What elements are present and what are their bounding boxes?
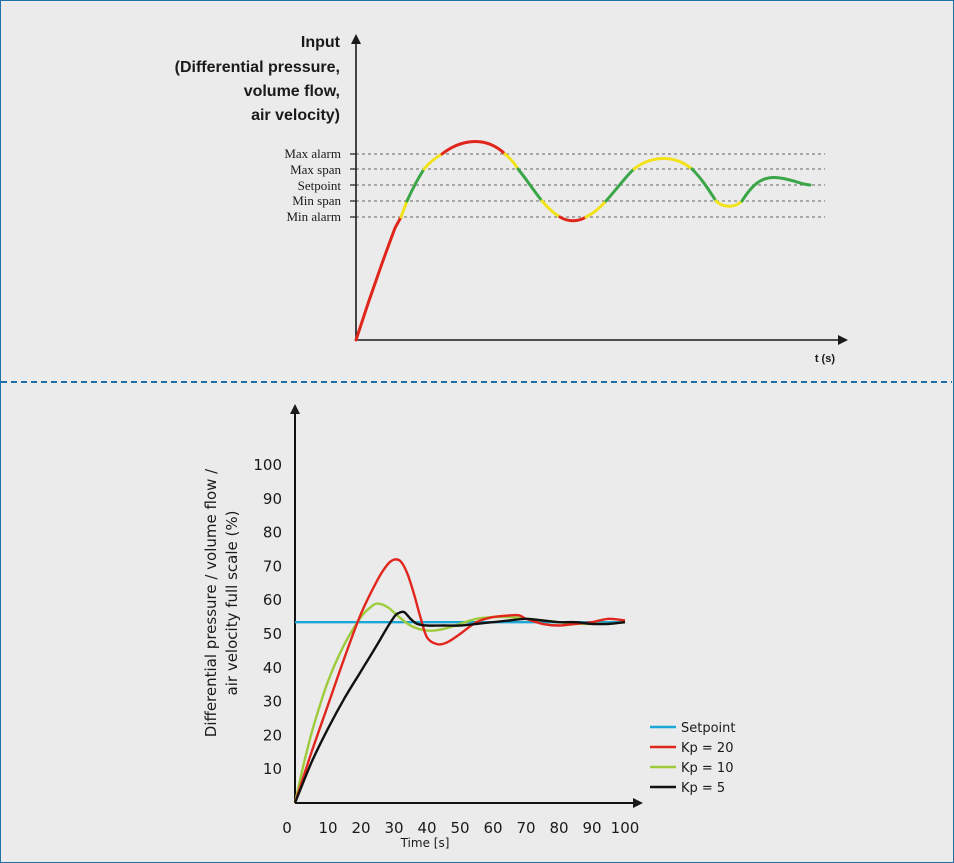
y-tick-label: 50 [263,625,282,643]
top-chart: Input (Differential pressure, volume flo… [175,34,848,365]
curve-seg-ok-fall-2 [690,167,718,203]
curve-seg-ok-fall [516,167,544,203]
curve-seg-ok-rise [405,167,426,203]
top-ylabel-line-4: air velocity) [251,107,340,124]
series-line-kp-20 [293,558,626,804]
x-tick-label: 80 [549,819,568,837]
y-axis-label-line-1: Differential pressure / volume flow / [202,468,220,737]
legend: Setpoint Kp = 20 Kp = 10 Kp = 5 [650,721,736,796]
x-tick-label: 90 [582,819,601,837]
level-label-min-alarm: Min alarm [286,209,341,224]
x-tick-label: 40 [417,819,436,837]
x-tick-labels: 0 10 20 30 40 50 60 70 80 90 100 [282,819,639,837]
legend-label: Kp = 10 [681,761,733,776]
top-ylabel-line-3: volume flow, [244,83,340,100]
x-tick-label: 30 [384,819,403,837]
bottom-chart: Differential pressure / volume flow / ai… [202,404,736,850]
x-tick-label: 70 [516,819,535,837]
level-label-setpoint: Setpoint [298,178,342,193]
y-tick-label: 60 [263,591,282,609]
y-tick-label: 10 [263,760,282,778]
x-tick-label: 0 [282,819,292,837]
series-line-kp-5 [293,610,626,804]
x-tick-label: 100 [611,819,640,837]
curve-seg-alarm-trough [558,215,588,223]
y-tick-labels: 10 20 30 40 50 60 70 80 90 100 [253,456,282,778]
level-label-max-alarm: Max alarm [284,146,341,161]
top-ylabel-line-1: Input [301,34,341,51]
curve-seg-alarm-rise [354,215,403,342]
y-axis-label-line-2: air velocity full scale (%) [223,511,241,696]
top-response-curve [354,140,812,342]
curve-seg-span-rise-2 [422,152,444,171]
y-tick-label: 30 [263,693,282,711]
curve-seg-span-peak [632,157,694,171]
curve-seg-ok-settle [740,175,812,203]
legend-label: Kp = 20 [681,741,733,756]
legend-label: Setpoint [681,721,736,736]
x-tick-label: 10 [318,819,337,837]
curve-seg-ok-rise-2 [604,167,636,203]
curve-seg-alarm-peak [440,140,507,156]
top-xlabel: t (s) [815,353,836,365]
curve-seg-span-rise-1 [399,199,409,219]
y-tick-label: 40 [263,659,282,677]
series-lines [293,558,626,804]
y-tick-label: 20 [263,726,282,744]
x-tick-label: 20 [351,819,370,837]
y-tick-label: 100 [253,456,282,474]
y-tick-label: 90 [263,490,282,508]
curve-seg-span-fall-2 [540,199,562,219]
curve-seg-span-trough [714,199,744,208]
y-tick-label: 80 [263,524,282,542]
top-ylabel-line-2: (Differential pressure, [175,59,340,76]
curve-seg-span-fall-1 [503,152,520,171]
x-tick-label: 50 [450,819,469,837]
x-tick-label: 60 [483,819,502,837]
level-label-min-span: Min span [292,193,341,208]
level-label-max-span: Max span [290,162,341,177]
y-tick-label: 70 [263,557,282,575]
legend-label: Kp = 5 [681,781,725,796]
x-axis-label: Time [s] [400,836,450,850]
curve-seg-span-rise-3 [584,199,608,219]
